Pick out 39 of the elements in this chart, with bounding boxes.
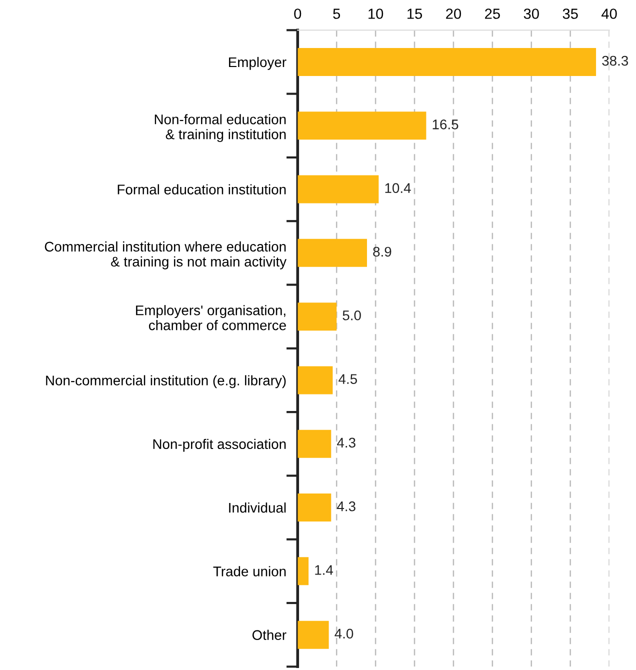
y-tick-label: Employers' organisation, chamber of commerce (136, 305, 286, 330)
bar (298, 366, 333, 394)
data-label: 4.3 (337, 501, 356, 512)
bar (298, 112, 426, 140)
x-tick-label: 5 (333, 8, 340, 19)
bar (298, 48, 596, 76)
y-tick-label: Non-profit association (153, 438, 286, 452)
y-tick-label: Commercial institution where education & training is not main activity (44, 241, 287, 270)
data-label: 8.9 (373, 246, 392, 257)
x-tick-label: 35 (562, 8, 578, 19)
y-tick-label: Other (252, 630, 286, 640)
y-tick-label: Non-formal education & training institution (154, 114, 286, 142)
bar (298, 302, 337, 331)
y-tick-label: Individual (229, 502, 286, 513)
bar (298, 175, 379, 204)
x-tick-label: 30 (524, 8, 539, 19)
data-label: 38.3 (602, 56, 628, 66)
data-label: 4.0 (334, 628, 354, 639)
data-label: 1.4 (315, 565, 334, 575)
x-tick-label: 40 (602, 8, 617, 19)
y-tick-label: Non-commercial institution (e.g. library) (46, 375, 286, 388)
data-label: 4.5 (338, 374, 357, 384)
data-label: 10.4 (385, 183, 411, 194)
y-tick-label: Trade union (213, 566, 286, 576)
x-tick-label: 0 (294, 8, 302, 19)
bar (298, 430, 332, 458)
y-tick-label: Employer (229, 56, 286, 70)
data-label: 4.3 (337, 438, 356, 448)
bar (298, 557, 309, 586)
data-label: 16.5 (432, 120, 458, 130)
y-tick-label: Formal education institution (118, 184, 286, 194)
bar (298, 494, 332, 522)
x-tick-label: 10 (368, 8, 384, 19)
bar (298, 238, 367, 267)
data-label: 5.0 (342, 310, 361, 320)
x-tick-label: 15 (408, 8, 422, 19)
x-tick-label: 25 (485, 8, 500, 19)
x-tick-label: 20 (446, 8, 462, 19)
bar (298, 620, 329, 649)
